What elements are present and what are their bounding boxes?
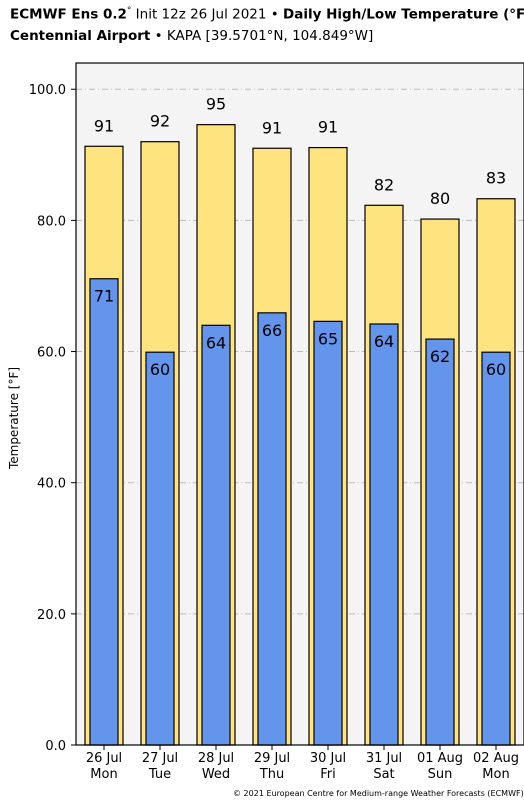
low-bar [481, 351, 511, 746]
high-value-label: 83 [486, 169, 506, 188]
x-tick-label-date: 01 Aug [417, 751, 463, 766]
low-bar [201, 324, 231, 746]
init-time: Init 12z 26 Jul 2021 [131, 6, 267, 23]
low-value-label: 60 [150, 360, 170, 379]
low-value-label: 65 [318, 329, 338, 348]
station-location: KAPA [39.5701°N, 104.849°W] [166, 28, 374, 44]
y-axis-label: Temperature [°F] [7, 367, 21, 470]
high-value-label: 80 [430, 189, 450, 208]
x-tick-label-date: 29 Jul [254, 751, 290, 766]
x-tick-label-day: Mon [482, 767, 509, 782]
low-bar [313, 320, 343, 746]
x-tick-label-date: 28 Jul [198, 751, 234, 766]
low-value-label: 66 [262, 321, 282, 340]
title-separator: • [266, 6, 284, 23]
degree-mark: ° [126, 6, 132, 16]
low-bar [257, 312, 287, 746]
x-tick-label-day: Fri [320, 767, 336, 782]
low-bar [89, 278, 119, 746]
low-value-label: 71 [94, 287, 114, 306]
high-value-label: 95 [206, 95, 226, 114]
high-value-label: 82 [374, 175, 394, 194]
copyright-notice: © 2021 European Centre for Medium-range … [233, 789, 524, 798]
low-bar [145, 351, 175, 746]
x-tick-label-date: 30 Jul [310, 751, 346, 766]
low-value-label: 62 [430, 347, 450, 366]
x-tick-label-date: 02 Aug [473, 751, 519, 766]
model-name: ECMWF Ens 0.2 [10, 6, 127, 23]
low-bar [425, 338, 455, 746]
y-tick-label: 0.0 [45, 739, 66, 754]
y-tick-label: 40.0 [37, 477, 66, 492]
plot-frame [75, 62, 524, 746]
x-tick-label-date: 31 Jul [366, 751, 402, 766]
high-value-label: 91 [94, 116, 114, 135]
x-tick-label-date: 26 Jul [86, 751, 122, 766]
x-tick-label-day: Thu [259, 767, 284, 782]
low-value-label: 60 [486, 360, 506, 379]
high-value-label: 92 [150, 112, 170, 131]
x-tick-label-date: 27 Jul [142, 751, 178, 766]
high-value-label: 91 [318, 118, 338, 137]
low-value-label: 64 [374, 332, 394, 351]
low-bar [369, 323, 399, 746]
x-tick-label-day: Sun [428, 767, 453, 782]
y-tick-label: 80.0 [37, 214, 66, 229]
x-tick-label-day: Mon [90, 767, 117, 782]
title-separator: • [150, 28, 167, 44]
x-tick-label-day: Sat [373, 767, 394, 782]
chart-title-line1: ECMWF Ens 0.2° Init 12z 26 Jul 2021 • Da… [10, 6, 524, 23]
y-tick-label: 20.0 [37, 608, 66, 623]
x-tick-label-day: Wed [202, 767, 230, 782]
x-tick-label-day: Tue [148, 767, 171, 782]
product-name: Daily High/Low Temperature (°F [283, 6, 524, 23]
chart-title-line2: Centennial Airport • KAPA [39.5701°N, 10… [10, 28, 373, 44]
y-tick-label: 60.0 [37, 346, 66, 361]
y-tick-label: 100.0 [29, 83, 66, 98]
low-value-label: 64 [206, 333, 226, 352]
high-value-label: 91 [262, 118, 282, 137]
station-name: Centennial Airport [10, 28, 151, 44]
